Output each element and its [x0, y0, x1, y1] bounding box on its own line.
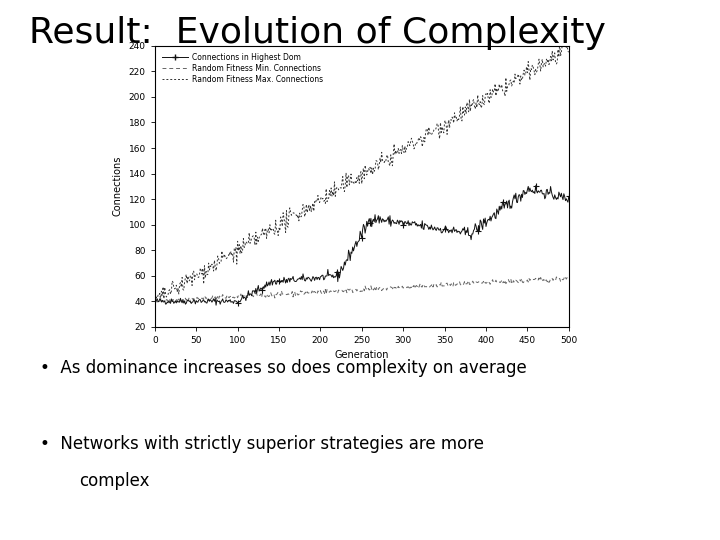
- Random Fitness Max. Connections: [254, 238, 263, 245]
- Y-axis label: Connections: Connections: [113, 156, 123, 217]
- Random Fitness Max. Connections: [271, 217, 280, 224]
- Line: Random Fitness Min. Connections: Random Fitness Min. Connections: [155, 276, 569, 303]
- Random Fitness Min. Connections: [150, 295, 159, 302]
- X-axis label: Generation: Generation: [335, 350, 389, 360]
- Connections in Highest Dom: [494, 211, 503, 218]
- Random Fitness Min. Connections: [302, 291, 310, 298]
- Connections in Highest Dom: [254, 282, 263, 289]
- Random Fitness Min. Connections: [564, 274, 573, 280]
- Random Fitness Max. Connections: [151, 300, 160, 307]
- Random Fitness Max. Connections: [559, 39, 568, 45]
- Text: •  Networks with strictly superior strategies are more: • Networks with strictly superior strate…: [40, 435, 484, 453]
- Text: •  As dominance increases so does complexity on average: • As dominance increases so does complex…: [40, 359, 526, 377]
- Random Fitness Min. Connections: [423, 285, 431, 291]
- Connections in Highest Dom: [423, 222, 431, 228]
- Connections in Highest Dom: [271, 281, 280, 287]
- Random Fitness Max. Connections: [418, 144, 426, 150]
- Legend: Connections in Highest Dom, Random Fitness Min. Connections, Random Fitness Max.: Connections in Highest Dom, Random Fitne…: [158, 50, 326, 86]
- Random Fitness Min. Connections: [271, 291, 280, 298]
- Random Fitness Max. Connections: [150, 298, 159, 304]
- Random Fitness Max. Connections: [302, 201, 310, 208]
- Random Fitness Min. Connections: [254, 293, 263, 300]
- Random Fitness Max. Connections: [423, 126, 431, 133]
- Random Fitness Min. Connections: [151, 300, 160, 306]
- Random Fitness Max. Connections: [494, 87, 503, 93]
- Connections in Highest Dom: [212, 302, 220, 308]
- Connections in Highest Dom: [150, 297, 159, 303]
- Text: complex: complex: [79, 472, 150, 490]
- Random Fitness Max. Connections: [564, 49, 573, 55]
- Connections in Highest Dom: [418, 218, 426, 224]
- Random Fitness Min. Connections: [418, 284, 426, 290]
- Line: Random Fitness Max. Connections: Random Fitness Max. Connections: [155, 42, 569, 303]
- Random Fitness Min. Connections: [494, 278, 503, 285]
- Connections in Highest Dom: [302, 275, 310, 281]
- Connections in Highest Dom: [531, 183, 540, 189]
- Text: Result:  Evolution of Complexity: Result: Evolution of Complexity: [29, 16, 606, 50]
- Line: Connections in Highest Dom: Connections in Highest Dom: [155, 186, 569, 305]
- Connections in Highest Dom: [564, 193, 573, 200]
- Random Fitness Min. Connections: [560, 273, 569, 279]
